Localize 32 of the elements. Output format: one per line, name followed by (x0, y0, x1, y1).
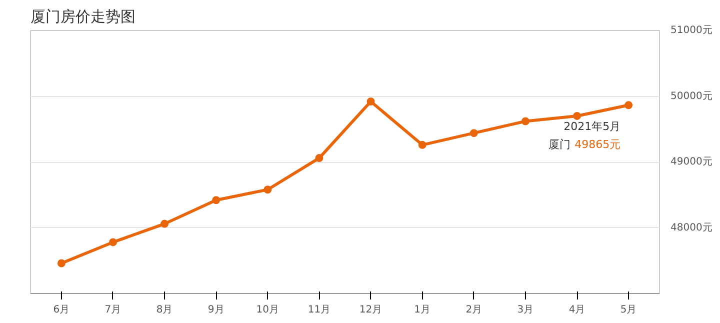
x-tick-label: 7月 (104, 304, 122, 316)
point (470, 129, 478, 138)
point (418, 140, 426, 149)
y-tick-label: 48000元 (670, 222, 712, 234)
y-tick-label: 49000元 (670, 156, 712, 168)
x-tick-label: 10月 (256, 304, 280, 316)
point (315, 154, 324, 162)
point (212, 196, 220, 204)
x-tick-label: 11月 (308, 304, 331, 316)
point (624, 101, 633, 110)
point (160, 220, 169, 228)
x-tick-label: 3月 (517, 304, 534, 316)
chart-title: 厦门房价走势图 (30, 8, 136, 26)
point (264, 186, 272, 194)
y-tick-label: 50000元 (670, 90, 712, 102)
y-tick-label: 51000元 (670, 25, 712, 36)
x-tick-label: 8月 (156, 304, 173, 316)
point (108, 238, 117, 246)
x-tick-label: 12月 (359, 304, 382, 316)
x-tick-label: 6月 (53, 304, 70, 316)
annotation: 2021年5月 (564, 120, 621, 134)
x-tick-label: 9月 (208, 304, 224, 316)
point (366, 98, 375, 106)
point (573, 112, 582, 120)
x-tick-label: 4月 (568, 304, 586, 316)
x-tick-label: 2月 (466, 304, 482, 316)
series-label: 厦门 (548, 138, 571, 152)
x-tick-label: 1月 (414, 304, 431, 316)
point (521, 117, 530, 126)
data-label: 49865元 (574, 138, 621, 152)
x-tick-label: 5月 (620, 304, 637, 316)
point (57, 259, 66, 268)
